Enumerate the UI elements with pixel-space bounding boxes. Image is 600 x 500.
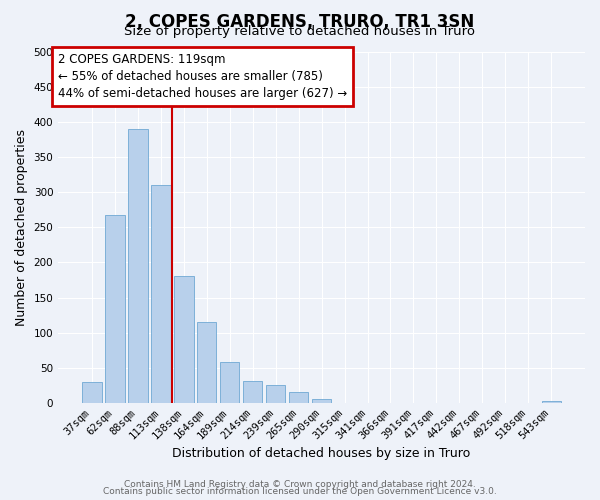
- Bar: [220, 362, 239, 403]
- Bar: [266, 386, 286, 403]
- X-axis label: Distribution of detached houses by size in Truro: Distribution of detached houses by size …: [172, 447, 471, 460]
- Y-axis label: Number of detached properties: Number of detached properties: [15, 128, 28, 326]
- Text: Contains HM Land Registry data © Crown copyright and database right 2024.: Contains HM Land Registry data © Crown c…: [124, 480, 476, 489]
- Bar: [542, 401, 561, 403]
- Bar: [197, 322, 217, 403]
- Bar: [105, 216, 125, 403]
- Bar: [312, 400, 331, 403]
- Text: Contains public sector information licensed under the Open Government Licence v3: Contains public sector information licen…: [103, 488, 497, 496]
- Text: 2 COPES GARDENS: 119sqm
← 55% of detached houses are smaller (785)
44% of semi-d: 2 COPES GARDENS: 119sqm ← 55% of detache…: [58, 54, 347, 100]
- Bar: [82, 382, 101, 403]
- Text: Size of property relative to detached houses in Truro: Size of property relative to detached ho…: [125, 25, 476, 38]
- Bar: [151, 185, 170, 403]
- Bar: [289, 392, 308, 403]
- Bar: [174, 276, 194, 403]
- Bar: [128, 129, 148, 403]
- Bar: [243, 380, 262, 403]
- Text: 2, COPES GARDENS, TRURO, TR1 3SN: 2, COPES GARDENS, TRURO, TR1 3SN: [125, 12, 475, 30]
